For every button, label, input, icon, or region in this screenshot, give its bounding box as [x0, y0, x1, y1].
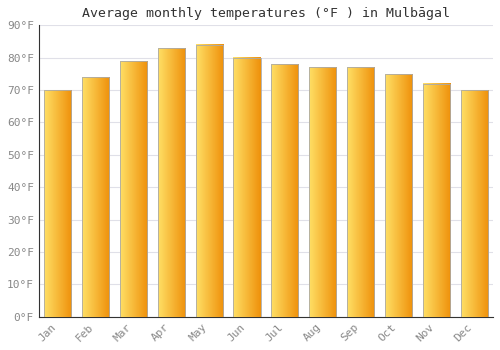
Bar — [82, 77, 109, 317]
Bar — [234, 58, 260, 317]
Title: Average monthly temperatures (°F ) in Mulbāgal: Average monthly temperatures (°F ) in Mu… — [82, 7, 450, 20]
Bar — [422, 84, 450, 317]
Bar — [347, 68, 374, 317]
Bar — [196, 45, 223, 317]
Bar — [460, 90, 488, 317]
Bar — [385, 74, 412, 317]
Bar — [309, 68, 336, 317]
Bar — [271, 64, 298, 317]
Bar — [120, 61, 147, 317]
Bar — [44, 90, 72, 317]
Bar — [158, 48, 185, 317]
